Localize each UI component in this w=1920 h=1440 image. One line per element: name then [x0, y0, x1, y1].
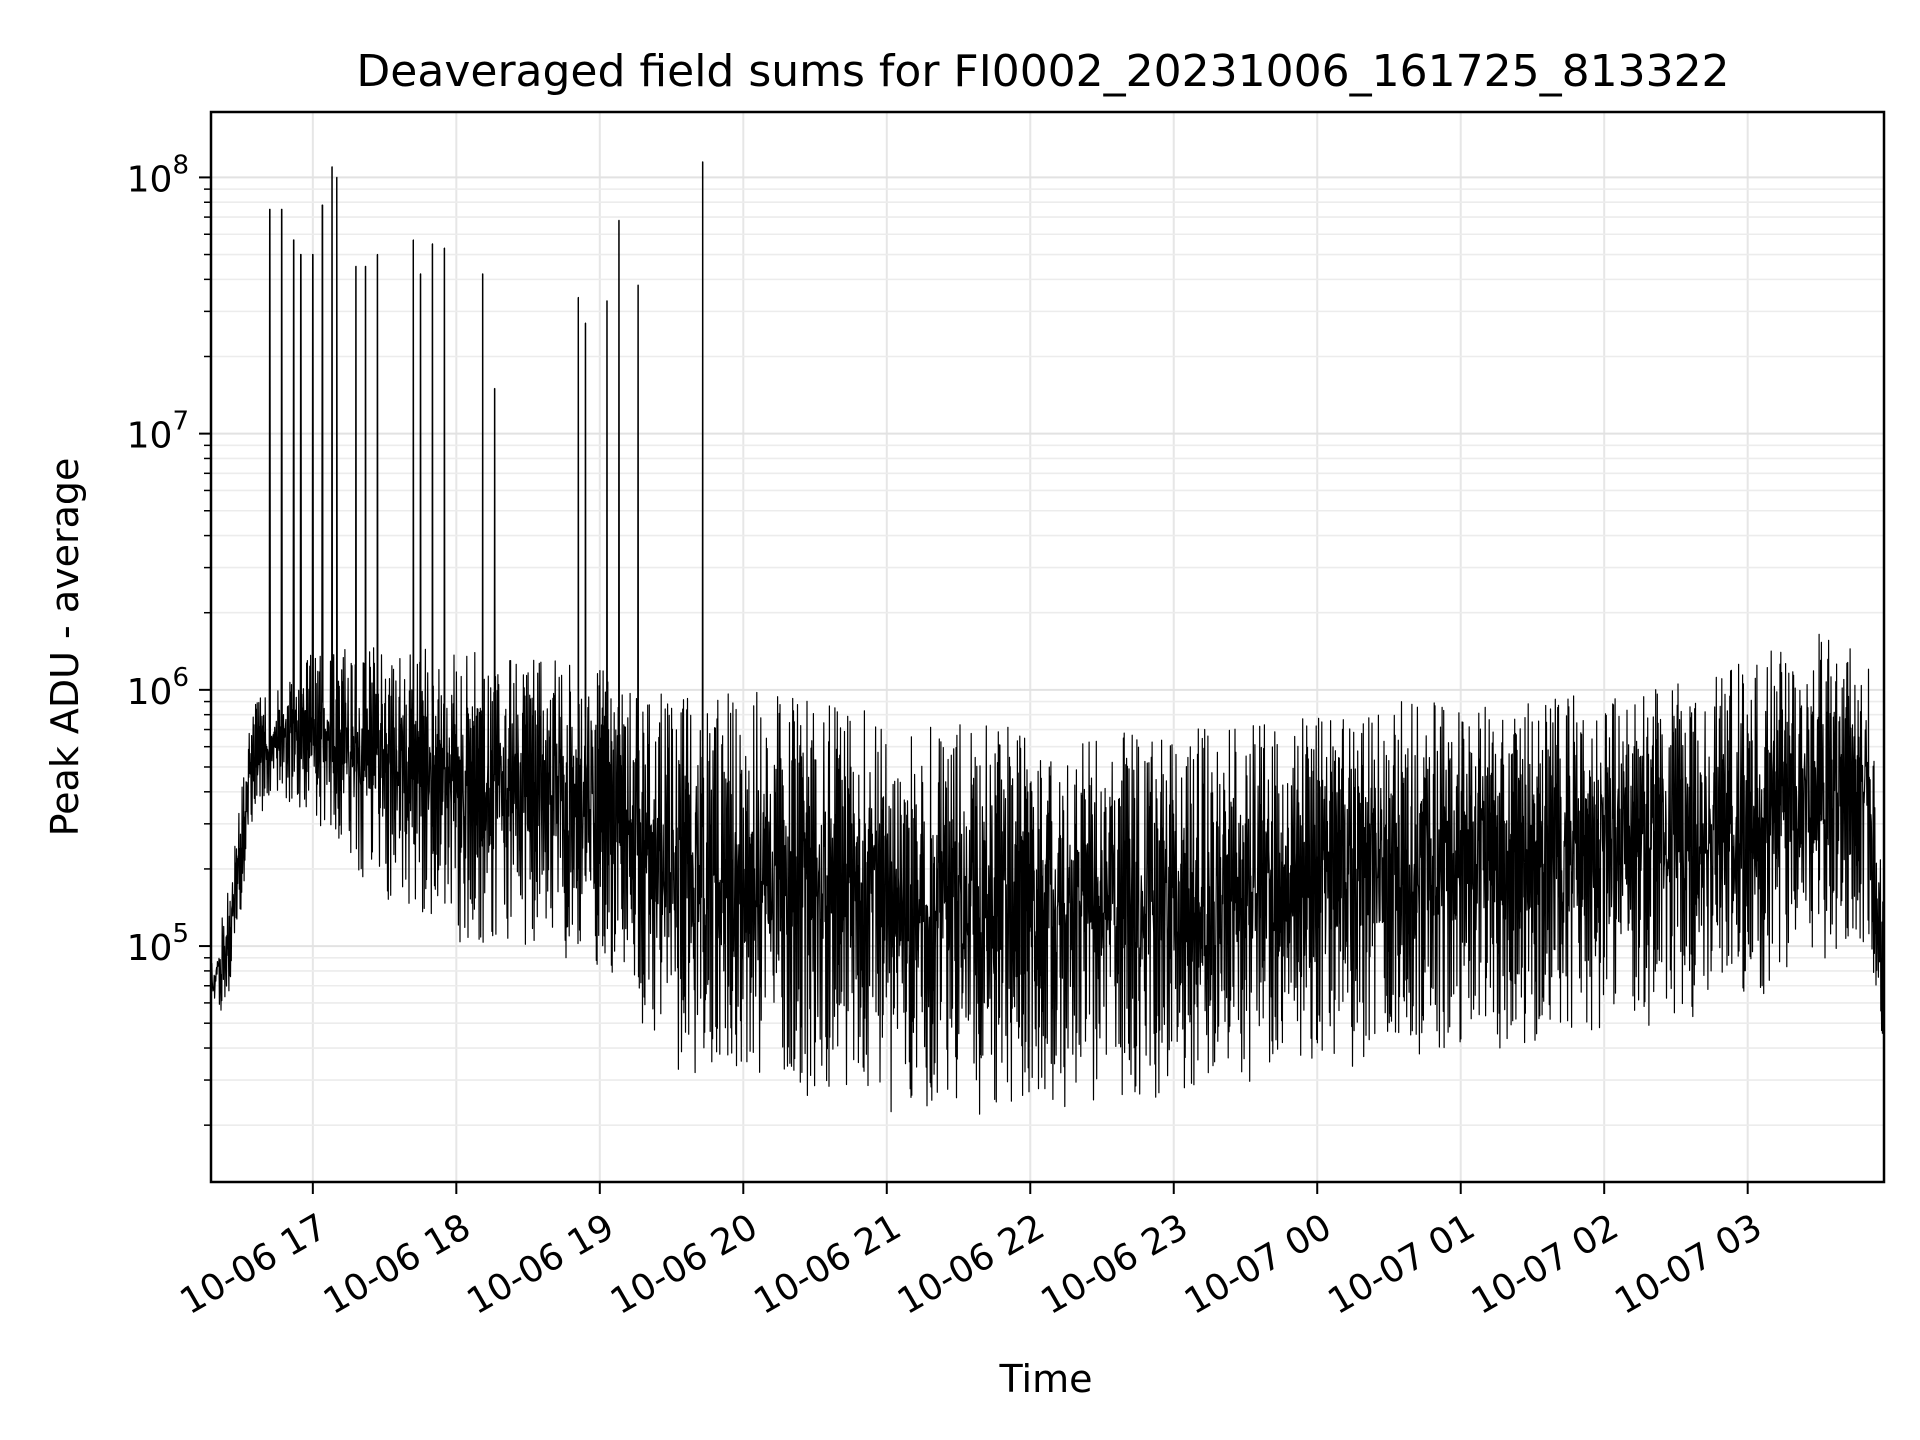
- x-axis-label: Time: [999, 1357, 1093, 1401]
- plot-frame: [209, 110, 1886, 1184]
- y-tick-exponent: 6: [172, 663, 189, 693]
- y-tick-base: 10: [127, 928, 173, 969]
- y-tick-base: 10: [127, 159, 173, 200]
- y-tick-label: 108: [127, 150, 189, 200]
- y-tick-base: 10: [127, 672, 173, 713]
- series-line: [210, 161, 1885, 1115]
- y-tick-exponent: 7: [172, 407, 189, 437]
- y-tick-label: 105: [127, 919, 189, 969]
- y-tick-label: 106: [127, 663, 189, 713]
- y-tick-exponent: 8: [172, 150, 189, 180]
- y-tick-label: 107: [127, 407, 189, 457]
- y-tick-exponent: 5: [172, 919, 189, 949]
- data-series: [210, 161, 1885, 1115]
- chart-title: Deaveraged field sums for FI0002_2023100…: [356, 46, 1729, 97]
- y-axis-label: Peak ADU - average: [43, 458, 87, 837]
- y-tick-base: 10: [127, 416, 173, 457]
